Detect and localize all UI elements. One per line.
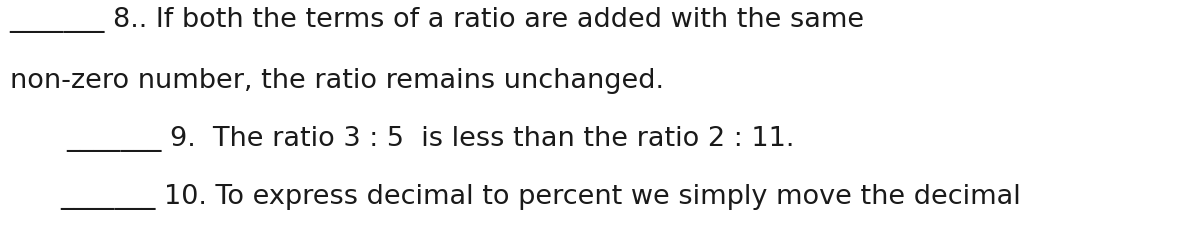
Text: _______ 8.. If both the terms of a ratio are added with the same: _______ 8.. If both the terms of a ratio…: [10, 7, 865, 33]
Text: _______ 9.  The ratio 3 : 5  is less than the ratio 2 : 11.: _______ 9. The ratio 3 : 5 is less than …: [66, 126, 794, 152]
Text: _______ 10. To express decimal to percent we simply move the decimal: _______ 10. To express decimal to percen…: [60, 184, 1021, 211]
Text: non-zero number, the ratio remains unchanged.: non-zero number, the ratio remains uncha…: [10, 68, 664, 94]
